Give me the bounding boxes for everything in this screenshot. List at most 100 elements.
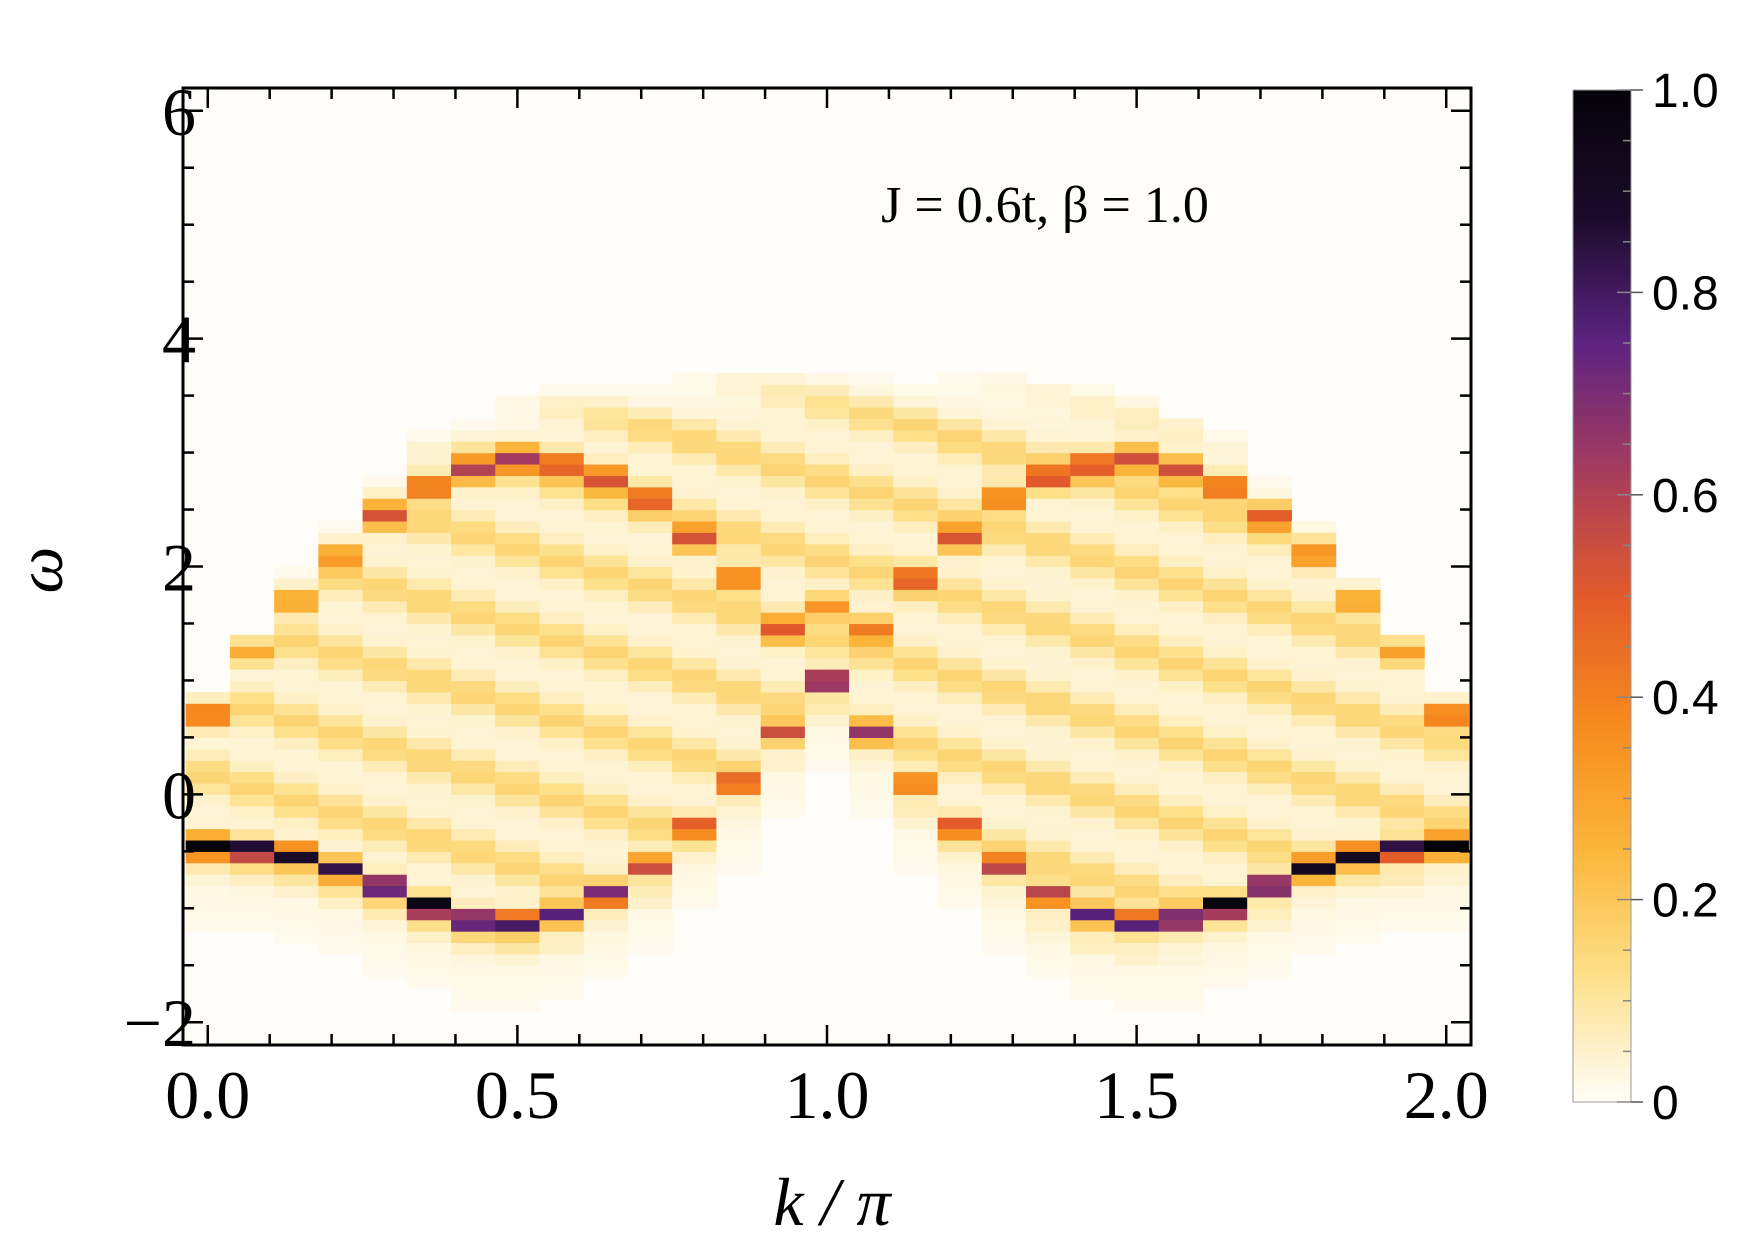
heatmap-cell: [583, 703, 629, 716]
heatmap-cell: [583, 896, 629, 909]
heatmap-cell: [1335, 931, 1381, 944]
heatmap-cell: [937, 851, 983, 864]
heatmap-cell: [1203, 908, 1248, 921]
heatmap-cell: [1026, 737, 1071, 750]
heatmap-cell: [229, 817, 275, 830]
heatmap-cell: [1335, 896, 1381, 909]
heatmap-cell: [672, 612, 717, 625]
heatmap-cell: [451, 737, 496, 750]
heatmap-cell: [274, 612, 319, 625]
heatmap-cell: [495, 817, 541, 830]
heatmap-cell: [362, 646, 408, 659]
heatmap-cell: [804, 612, 850, 625]
heatmap-cell: [583, 828, 629, 841]
heatmap-cell: [1158, 771, 1204, 784]
heatmap-cell: [539, 555, 585, 568]
heatmap-cell: [362, 714, 408, 727]
heatmap-cell: [318, 680, 364, 693]
heatmap-cell: [274, 646, 319, 659]
heatmap-cell: [981, 839, 1027, 852]
heatmap-cell: [1247, 760, 1293, 773]
heatmap-cell: [583, 942, 629, 955]
heatmap-cell: [583, 874, 629, 887]
heatmap-cell: [406, 942, 452, 955]
heatmap-cell: [1247, 828, 1293, 841]
heatmap-cell: [1070, 953, 1116, 966]
heatmap-cell: [627, 680, 673, 693]
heatmap-cell: [937, 372, 983, 385]
heatmap-cell: [1026, 600, 1071, 613]
heatmap-cell: [539, 486, 585, 499]
heatmap-cell: [716, 646, 762, 659]
heatmap-cell: [495, 931, 541, 944]
heatmap-cell: [1424, 828, 1469, 841]
heatmap-cell: [981, 714, 1027, 727]
heatmap-cell: [1335, 657, 1381, 670]
heatmap-cell: [583, 691, 629, 704]
heatmap-cell: [804, 555, 850, 568]
heatmap-cell: [672, 771, 717, 784]
heatmap-cell: [849, 623, 894, 636]
heatmap-cell: [1158, 589, 1204, 602]
heatmap-cell: [716, 760, 762, 773]
heatmap-cell: [1026, 748, 1071, 761]
heatmap-cell: [804, 463, 850, 476]
heatmap-cell: [804, 691, 850, 704]
heatmap-cell: [185, 748, 231, 761]
heatmap-cell: [1158, 520, 1204, 533]
heatmap-cell: [716, 669, 762, 682]
heatmap-cell: [849, 600, 894, 613]
heatmap-cell: [1070, 771, 1116, 784]
heatmap-cell: [1114, 896, 1160, 909]
heatmap-cell: [1114, 714, 1160, 727]
heatmap-cell: [937, 760, 983, 773]
heatmap-cell: [1203, 441, 1248, 454]
heatmap-cell: [1291, 896, 1337, 909]
heatmap-cell: [583, 931, 629, 944]
heatmap-cell: [672, 782, 717, 795]
heatmap-cell: [672, 760, 717, 773]
heatmap-cell: [451, 463, 496, 476]
heatmap-cell: [406, 543, 452, 556]
heatmap-cell: [760, 589, 806, 602]
heatmap-cell: [1070, 896, 1116, 909]
heatmap-cell: [760, 543, 806, 556]
heatmap-cell: [981, 691, 1027, 704]
x-tick-label: 1.0: [785, 1057, 870, 1133]
heatmap-cell: [1070, 384, 1116, 397]
heatmap-cell: [672, 384, 717, 397]
heatmap-cell: [716, 839, 762, 852]
heatmap-cell: [804, 498, 850, 511]
heatmap-cell: [539, 794, 585, 807]
heatmap-cell: [539, 395, 585, 408]
heatmap-cell: [1203, 600, 1248, 613]
heatmap-cell: [1379, 748, 1425, 761]
heatmap-cell: [804, 589, 850, 602]
heatmap-cell: [1070, 805, 1116, 818]
heatmap-cell: [539, 771, 585, 784]
heatmap-cell: [274, 874, 319, 887]
heatmap-cell: [1070, 600, 1116, 613]
heatmap-cell: [318, 919, 364, 932]
heatmap-cell: [1203, 839, 1248, 852]
heatmap-cell: [495, 942, 541, 955]
heatmap-cell: [672, 839, 717, 852]
y-axis-ticks: −2 0 2 4 6: [124, 74, 1471, 1061]
heatmap-cell: [716, 486, 762, 499]
heatmap-cell: [1158, 976, 1204, 989]
heatmap-cell: [451, 486, 496, 499]
heatmap-cell: [583, 498, 629, 511]
heatmap-cell: [406, 669, 452, 682]
heatmap-cell: [1158, 657, 1204, 670]
heatmap-cell: [849, 372, 894, 385]
heatmap-cell: [981, 942, 1027, 955]
heatmap-cell: [760, 384, 806, 397]
heatmap-cell: [185, 862, 231, 875]
heatmap-cell: [672, 452, 717, 465]
heatmap-cell: [274, 726, 319, 738]
heatmap-cell: [672, 407, 717, 419]
heatmap-cell: [627, 839, 673, 852]
heatmap-cell: [627, 782, 673, 795]
heatmap-cell: [406, 452, 452, 465]
heatmap-cell: [849, 669, 894, 682]
